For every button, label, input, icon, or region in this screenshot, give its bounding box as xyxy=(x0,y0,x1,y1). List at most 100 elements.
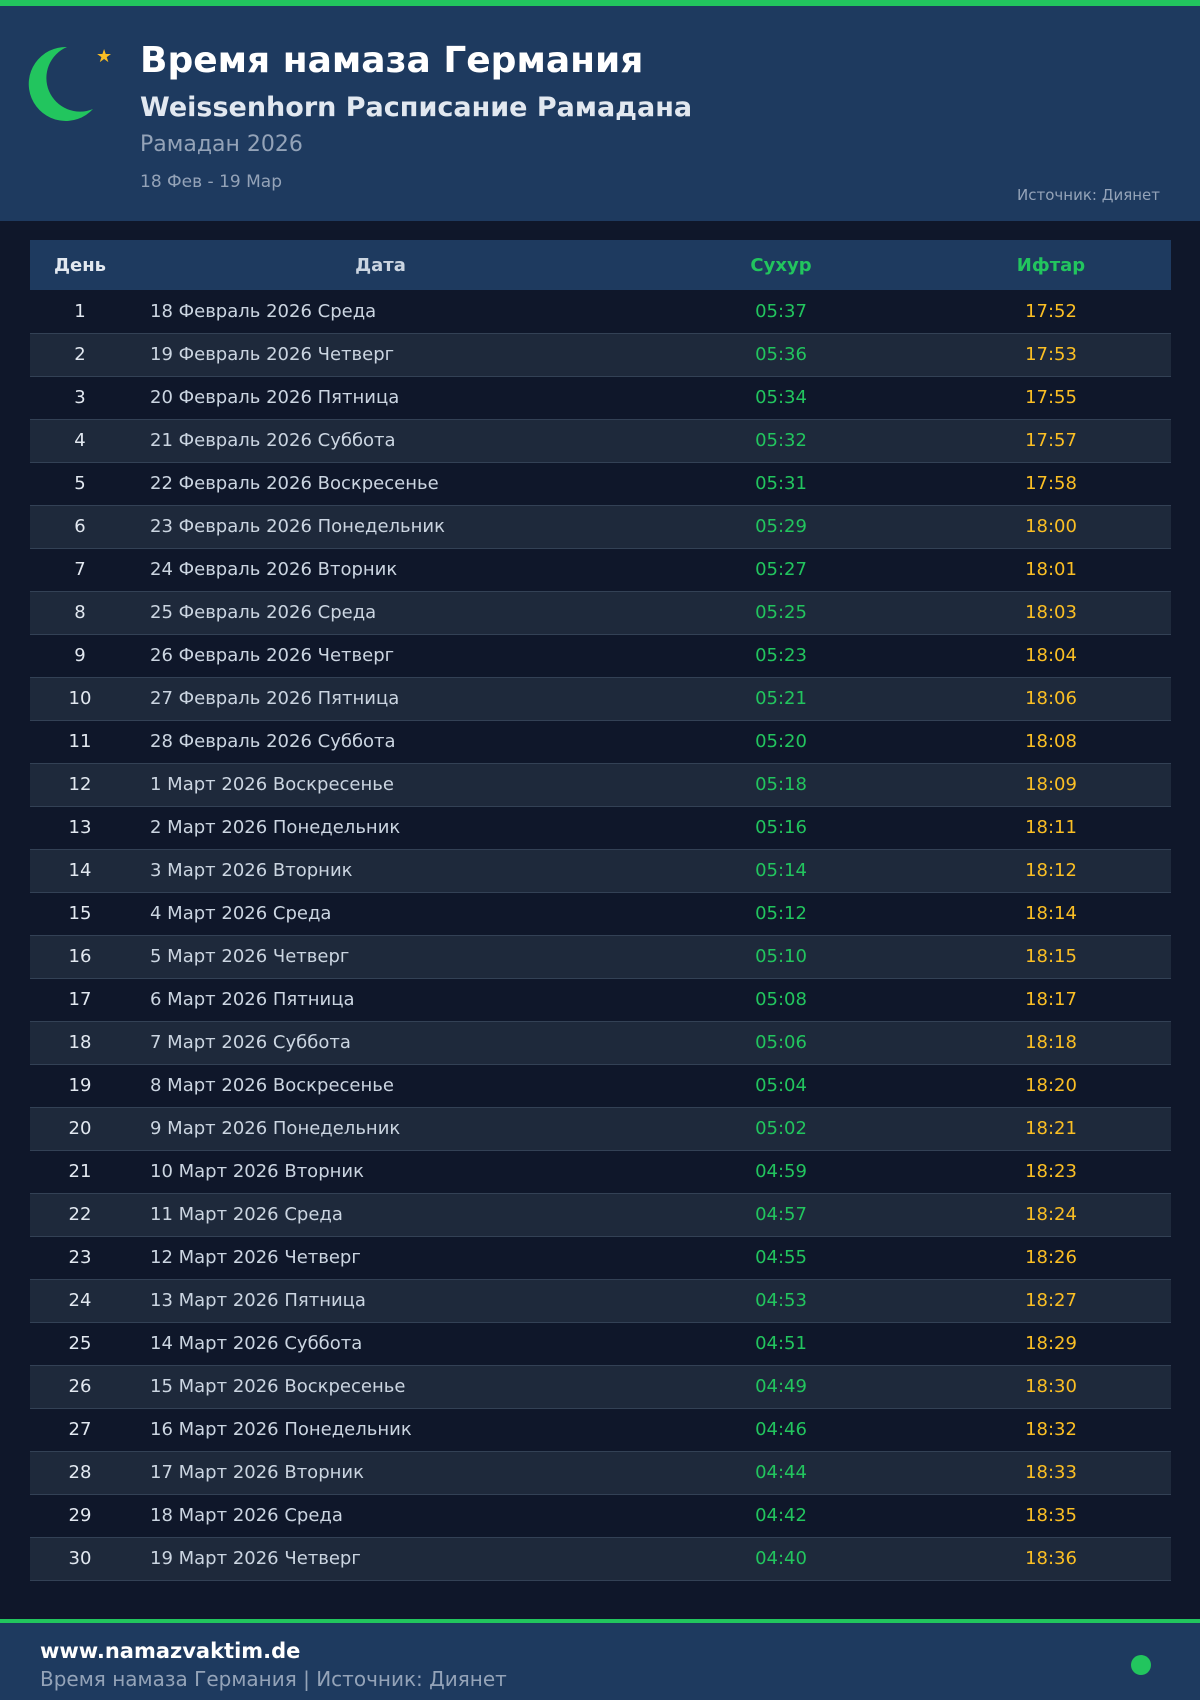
day-cell: 19 xyxy=(30,1064,130,1108)
iftar-cell: 18:32 xyxy=(931,1408,1171,1452)
suhur-cell: 04:44 xyxy=(631,1451,931,1495)
day-cell: 24 xyxy=(30,1279,130,1323)
day-cell: 8 xyxy=(30,591,130,635)
iftar-cell: 18:01 xyxy=(931,548,1171,592)
date-cell: 18 Март 2026 Среда xyxy=(130,1494,631,1538)
iftar-cell: 18:11 xyxy=(931,806,1171,850)
iftar-cell: 18:04 xyxy=(931,634,1171,678)
date-cell: 15 Март 2026 Воскресенье xyxy=(130,1365,631,1409)
suhur-cell: 05:27 xyxy=(631,548,931,592)
day-cell: 11 xyxy=(30,720,130,764)
day-cell: 14 xyxy=(30,849,130,893)
page-header: ★ Время намаза Германия Weissenhorn Расп… xyxy=(0,6,1200,221)
date-cell: 21 Февраль 2026 Суббота xyxy=(130,419,631,463)
table-row: 5 22 Февраль 2026 Воскресенье 05:31 17:58 xyxy=(30,462,1171,506)
table-row: 13 2 Март 2026 Понедельник 05:16 18:11 xyxy=(30,806,1171,850)
suhur-cell: 04:59 xyxy=(631,1150,931,1194)
date-range: 18 Фев - 19 Мар xyxy=(140,172,283,192)
table-row: 30 19 Март 2026 Четверг 04:40 18:36 xyxy=(30,1537,1171,1581)
footer-accent-bar xyxy=(0,1619,1200,1623)
table-row: 23 12 Март 2026 Четверг 04:55 18:26 xyxy=(30,1236,1171,1280)
column-header-day: День xyxy=(30,240,130,290)
date-cell: 12 Март 2026 Четверг xyxy=(130,1236,631,1280)
iftar-cell: 18:23 xyxy=(931,1150,1171,1194)
table-row: 20 9 Март 2026 Понедельник 05:02 18:21 xyxy=(30,1107,1171,1151)
day-cell: 16 xyxy=(30,935,130,979)
suhur-cell: 05:08 xyxy=(631,978,931,1022)
table-row: 25 14 Март 2026 Суббота 04:51 18:29 xyxy=(30,1322,1171,1366)
date-cell: 20 Февраль 2026 Пятница xyxy=(130,376,631,420)
day-cell: 29 xyxy=(30,1494,130,1538)
date-cell: 16 Март 2026 Понедельник xyxy=(130,1408,631,1452)
suhur-cell: 05:29 xyxy=(631,505,931,549)
page-footer: www.namazvaktim.de Время намаза Германия… xyxy=(0,1623,1200,1700)
date-cell: 19 Март 2026 Четверг xyxy=(130,1537,631,1581)
table-row: 26 15 Март 2026 Воскресенье 04:49 18:30 xyxy=(30,1365,1171,1409)
day-cell: 12 xyxy=(30,763,130,807)
day-cell: 2 xyxy=(30,333,130,377)
date-cell: 3 Март 2026 Вторник xyxy=(130,849,631,893)
day-cell: 23 xyxy=(30,1236,130,1280)
day-cell: 25 xyxy=(30,1322,130,1366)
table-row: 18 7 Март 2026 Суббота 05:06 18:18 xyxy=(30,1021,1171,1065)
footer-text: Время намаза Германия | Источник: Диянет xyxy=(40,1667,507,1691)
table-row: 8 25 Февраль 2026 Среда 05:25 18:03 xyxy=(30,591,1171,635)
date-cell: 18 Февраль 2026 Среда xyxy=(130,290,631,334)
date-cell: 5 Март 2026 Четверг xyxy=(130,935,631,979)
table-row: 19 8 Март 2026 Воскресенье 05:04 18:20 xyxy=(30,1064,1171,1108)
date-cell: 23 Февраль 2026 Понедельник xyxy=(130,505,631,549)
day-cell: 1 xyxy=(30,290,130,334)
suhur-cell: 05:02 xyxy=(631,1107,931,1151)
date-cell: 8 Март 2026 Воскресенье xyxy=(130,1064,631,1108)
iftar-cell: 17:52 xyxy=(931,290,1171,334)
date-cell: 1 Март 2026 Воскресенье xyxy=(130,763,631,807)
iftar-cell: 18:06 xyxy=(931,677,1171,721)
table-row: 24 13 Март 2026 Пятница 04:53 18:27 xyxy=(30,1279,1171,1323)
iftar-cell: 17:55 xyxy=(931,376,1171,420)
suhur-cell: 05:10 xyxy=(631,935,931,979)
table-row: 12 1 Март 2026 Воскресенье 05:18 18:09 xyxy=(30,763,1171,807)
iftar-cell: 17:58 xyxy=(931,462,1171,506)
suhur-cell: 04:51 xyxy=(631,1322,931,1366)
date-cell: 7 Март 2026 Суббота xyxy=(130,1021,631,1065)
date-cell: 4 Март 2026 Среда xyxy=(130,892,631,936)
table-row: 16 5 Март 2026 Четверг 05:10 18:15 xyxy=(30,935,1171,979)
ramadan-year: Рамадан 2026 xyxy=(140,132,303,157)
column-header-date: Дата xyxy=(130,240,631,290)
suhur-cell: 04:55 xyxy=(631,1236,931,1280)
suhur-cell: 05:36 xyxy=(631,333,931,377)
iftar-cell: 17:57 xyxy=(931,419,1171,463)
suhur-cell: 05:34 xyxy=(631,376,931,420)
page-subtitle: Weissenhorn Расписание Рамадана xyxy=(140,92,693,123)
suhur-cell: 05:31 xyxy=(631,462,931,506)
crescent-moon-icon xyxy=(28,46,93,121)
day-cell: 4 xyxy=(30,419,130,463)
day-cell: 30 xyxy=(30,1537,130,1581)
date-cell: 27 Февраль 2026 Пятница xyxy=(130,677,631,721)
suhur-cell: 04:42 xyxy=(631,1494,931,1538)
table-row: 4 21 Февраль 2026 Суббота 05:32 17:57 xyxy=(30,419,1171,463)
suhur-cell: 05:25 xyxy=(631,591,931,635)
day-cell: 22 xyxy=(30,1193,130,1237)
day-cell: 13 xyxy=(30,806,130,850)
table-row: 9 26 Февраль 2026 Четверг 05:23 18:04 xyxy=(30,634,1171,678)
source-label: Источник: Диянет xyxy=(1017,186,1160,204)
table-row: 22 11 Март 2026 Среда 04:57 18:24 xyxy=(30,1193,1171,1237)
top-accent-bar xyxy=(0,0,1200,6)
date-cell: 25 Февраль 2026 Среда xyxy=(130,591,631,635)
table-row: 17 6 Март 2026 Пятница 05:08 18:17 xyxy=(30,978,1171,1022)
table-row: 27 16 Март 2026 Понедельник 04:46 18:32 xyxy=(30,1408,1171,1452)
suhur-cell: 05:23 xyxy=(631,634,931,678)
iftar-cell: 18:20 xyxy=(931,1064,1171,1108)
iftar-cell: 18:24 xyxy=(931,1193,1171,1237)
site-name: www.namazvaktim.de xyxy=(40,1639,301,1663)
suhur-cell: 05:37 xyxy=(631,290,931,334)
iftar-cell: 18:08 xyxy=(931,720,1171,764)
page-title: Время намаза Германия xyxy=(140,40,644,81)
iftar-cell: 18:12 xyxy=(931,849,1171,893)
day-cell: 20 xyxy=(30,1107,130,1151)
iftar-cell: 18:27 xyxy=(931,1279,1171,1323)
date-cell: 24 Февраль 2026 Вторник xyxy=(130,548,631,592)
column-header-suhur: Сухур xyxy=(631,240,931,290)
date-cell: 10 Март 2026 Вторник xyxy=(130,1150,631,1194)
